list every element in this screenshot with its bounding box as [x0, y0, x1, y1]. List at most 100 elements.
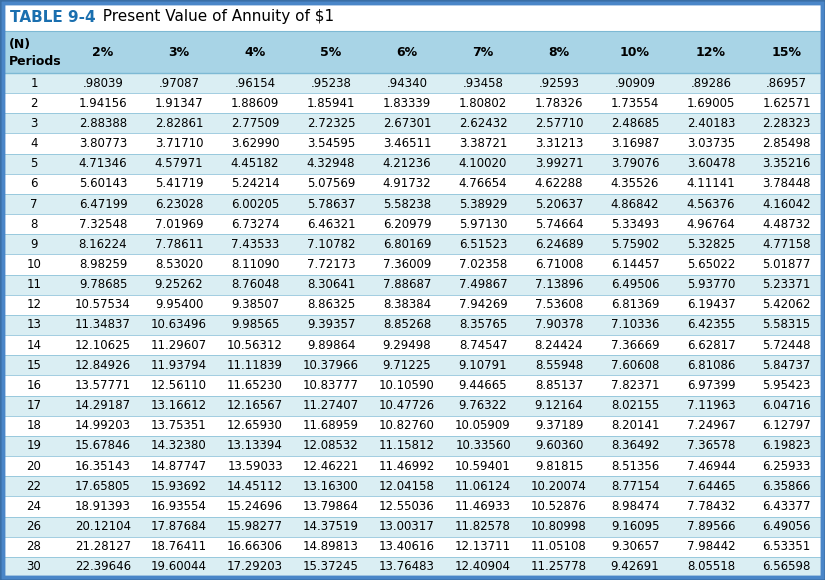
Text: 10.63496: 10.63496	[151, 318, 207, 332]
Text: 7%: 7%	[473, 45, 493, 59]
Text: 3%: 3%	[168, 45, 190, 59]
Text: 6.19437: 6.19437	[686, 298, 735, 311]
Text: 7.90378: 7.90378	[535, 318, 583, 332]
Text: 6.47199: 6.47199	[78, 198, 127, 211]
Text: 8.76048: 8.76048	[231, 278, 279, 291]
Text: 11.29607: 11.29607	[151, 339, 207, 351]
Text: 5.33493: 5.33493	[610, 218, 659, 231]
Text: 4.96764: 4.96764	[686, 218, 735, 231]
Text: 11.68959: 11.68959	[303, 419, 359, 432]
Text: 9.12164: 9.12164	[535, 399, 583, 412]
Text: 5.93770: 5.93770	[686, 278, 735, 291]
Text: 4.71346: 4.71346	[78, 157, 127, 170]
Bar	[3, 113, 822, 133]
Text: 10.52876: 10.52876	[531, 500, 587, 513]
Text: 6.49506: 6.49506	[610, 278, 659, 291]
Text: 3.35216: 3.35216	[762, 157, 811, 170]
Text: 28: 28	[26, 540, 41, 553]
Text: 10.05909: 10.05909	[455, 419, 511, 432]
Text: 12.08532: 12.08532	[303, 440, 359, 452]
Text: 6.71008: 6.71008	[535, 258, 583, 271]
Text: 8.74547: 8.74547	[459, 339, 507, 351]
Bar	[3, 355, 822, 375]
Text: 2.40183: 2.40183	[686, 117, 735, 130]
Bar	[3, 3, 822, 31]
Text: 12.13711: 12.13711	[455, 540, 511, 553]
Text: 6.12797: 6.12797	[762, 419, 811, 432]
Text: 7.36009: 7.36009	[383, 258, 431, 271]
Text: 6.53351: 6.53351	[762, 540, 811, 553]
Text: 5.58315: 5.58315	[762, 318, 810, 332]
Text: 2.28323: 2.28323	[762, 117, 811, 130]
Text: 5.97130: 5.97130	[459, 218, 507, 231]
Text: 3.54595: 3.54595	[307, 137, 355, 150]
Text: 5.84737: 5.84737	[762, 359, 811, 372]
Text: 3.62990: 3.62990	[231, 137, 279, 150]
Text: 10.59401: 10.59401	[455, 459, 511, 473]
Bar	[3, 517, 822, 536]
Text: 17: 17	[26, 399, 41, 412]
Text: 12%: 12%	[696, 45, 726, 59]
Text: 4.91732: 4.91732	[383, 177, 431, 190]
Text: 10: 10	[26, 258, 41, 271]
Text: 9.81815: 9.81815	[535, 459, 583, 473]
Text: 4.86842: 4.86842	[610, 198, 659, 211]
Text: 14.37519: 14.37519	[303, 520, 359, 533]
Text: 7.78611: 7.78611	[155, 238, 203, 251]
Text: 4.48732: 4.48732	[762, 218, 811, 231]
Text: 5.07569: 5.07569	[307, 177, 356, 190]
Bar	[3, 274, 822, 295]
Text: 5.32825: 5.32825	[687, 238, 735, 251]
Text: 8.98474: 8.98474	[610, 500, 659, 513]
Text: 13.00317: 13.00317	[380, 520, 435, 533]
Text: 1.94156: 1.94156	[78, 97, 127, 110]
Text: 2.57710: 2.57710	[535, 117, 583, 130]
Text: 5.38929: 5.38929	[459, 198, 507, 211]
Bar	[3, 536, 822, 557]
Text: 6%: 6%	[397, 45, 417, 59]
Text: 11.65230: 11.65230	[227, 379, 283, 392]
Text: 8.30641: 8.30641	[307, 278, 356, 291]
Text: 6.49056: 6.49056	[762, 520, 811, 533]
Text: 2.48685: 2.48685	[610, 117, 659, 130]
Text: 3.31213: 3.31213	[535, 137, 583, 150]
Text: 3.99271: 3.99271	[535, 157, 583, 170]
Text: 5.95423: 5.95423	[762, 379, 811, 392]
Text: 5.42062: 5.42062	[762, 298, 811, 311]
Text: 17.29203: 17.29203	[227, 560, 283, 574]
Text: 15.98277: 15.98277	[227, 520, 283, 533]
Text: 6.46321: 6.46321	[307, 218, 356, 231]
Bar	[3, 255, 822, 274]
Text: 12.40904: 12.40904	[455, 560, 511, 574]
Text: 13.57771: 13.57771	[75, 379, 131, 392]
Text: 24: 24	[26, 500, 41, 513]
Text: 14.87747: 14.87747	[151, 459, 207, 473]
Bar	[3, 375, 822, 396]
Text: 17.65805: 17.65805	[75, 480, 131, 493]
Text: 4.76654: 4.76654	[459, 177, 507, 190]
Text: 7.49867: 7.49867	[459, 278, 507, 291]
Text: 11.06124: 11.06124	[455, 480, 511, 493]
Text: 15%: 15%	[771, 45, 802, 59]
Text: 10.10590: 10.10590	[380, 379, 435, 392]
Text: 4.62288: 4.62288	[535, 177, 583, 190]
Text: 10.33560: 10.33560	[455, 440, 511, 452]
Text: 6.56598: 6.56598	[762, 560, 811, 574]
Text: .95238: .95238	[310, 77, 351, 89]
Text: 12.04158: 12.04158	[379, 480, 435, 493]
Text: 7.82371: 7.82371	[610, 379, 659, 392]
Text: 12.65930: 12.65930	[227, 419, 283, 432]
Text: 14: 14	[26, 339, 41, 351]
Bar	[3, 31, 822, 73]
Text: 6: 6	[31, 177, 38, 190]
Text: 7.98442: 7.98442	[686, 540, 735, 553]
Text: 3.46511: 3.46511	[383, 137, 431, 150]
Text: 5.78637: 5.78637	[307, 198, 356, 211]
Text: 6.04716: 6.04716	[762, 399, 811, 412]
Bar	[3, 194, 822, 214]
Text: 9.98565: 9.98565	[231, 318, 279, 332]
Text: 18.76411: 18.76411	[151, 540, 207, 553]
Text: 7.60608: 7.60608	[610, 359, 659, 372]
Text: 1.62571: 1.62571	[762, 97, 811, 110]
Text: 10%: 10%	[620, 45, 650, 59]
